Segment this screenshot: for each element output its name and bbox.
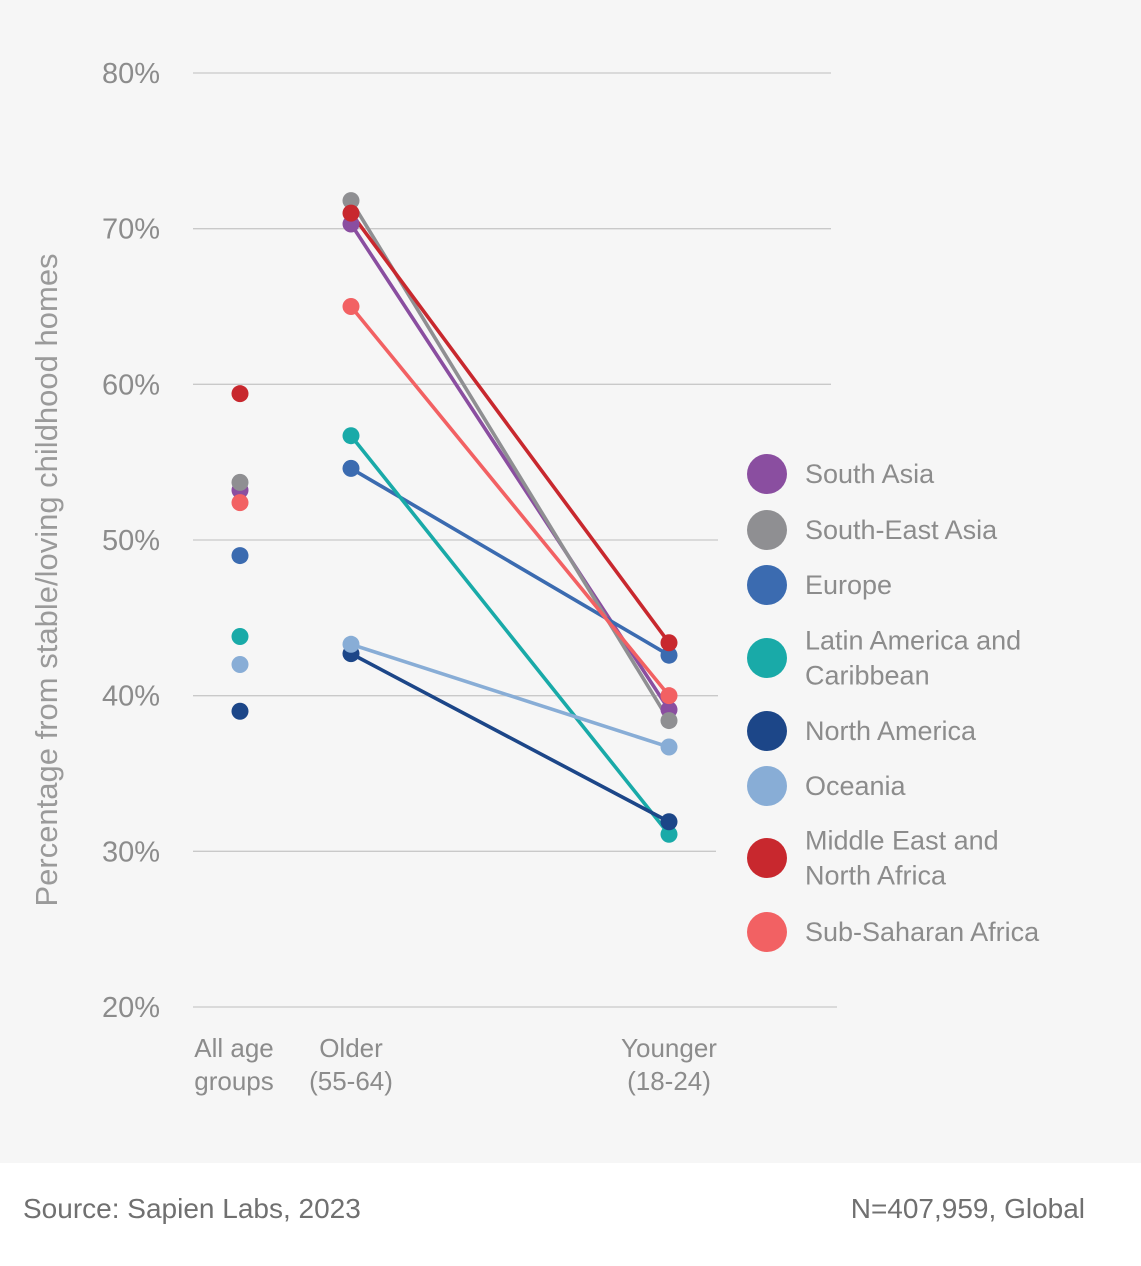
- y-tick-label: 70%: [102, 214, 160, 246]
- y-tick-label: 80%: [102, 58, 160, 90]
- legend: South Asia South-East Asia Europe Latin Ame…: [747, 454, 1040, 952]
- data-point: [660, 738, 678, 756]
- source-note: Source: Sapien Labs, 2023: [23, 1193, 361, 1224]
- legend-marker: [747, 912, 787, 952]
- data-point: [660, 712, 678, 730]
- chart-figure: 80% 70% 60% 50% 40% 30% 20% Percentage from st…: [29, 58, 1041, 1096]
- y-tick-label: 30%: [102, 836, 160, 868]
- data-point: [231, 628, 249, 646]
- legend-marker: [747, 565, 787, 605]
- legend-marker: [747, 510, 787, 550]
- y-axis-ticks: 80% 70% 60% 50% 40% 30% 20%: [102, 58, 160, 1024]
- y-tick-label: 40%: [102, 681, 160, 713]
- data-point: [231, 702, 249, 720]
- series-lines: [349, 198, 671, 837]
- sample-size-note: N=407,959, Global: [850, 1193, 1085, 1224]
- data-point: [342, 635, 360, 653]
- data-point: [660, 687, 678, 705]
- gridlines: [193, 72, 837, 1008]
- x-category-label: Older: [319, 1033, 383, 1063]
- data-point: [231, 547, 249, 565]
- y-axis-title-group: Percentage from stable/loving childhood …: [29, 253, 64, 906]
- x-category-label: groups: [194, 1066, 274, 1096]
- x-category-label: Younger: [621, 1033, 717, 1063]
- legend-marker: [747, 638, 787, 678]
- data-point: [342, 298, 360, 315]
- legend-marker: [747, 838, 787, 878]
- data-point: [660, 646, 678, 664]
- series-line: [349, 211, 671, 645]
- series-line: [349, 642, 671, 749]
- footer: Source: Sapien Labs, 2023 N=407,959, Glo…: [0, 1163, 1141, 1266]
- legend-label: Caribbean: [805, 661, 930, 691]
- legend-label: Middle East and: [805, 826, 999, 856]
- legend-label: South-East Asia: [805, 515, 998, 545]
- legend-marker: [747, 711, 787, 751]
- data-point: [342, 427, 360, 445]
- x-category-label: All age: [194, 1033, 274, 1063]
- series-line: [349, 651, 671, 824]
- line-chart: 80% 70% 60% 50% 40% 30% 20% Percentage from st…: [29, 58, 1040, 1096]
- legend-label: South Asia: [805, 459, 935, 489]
- y-axis-title: Percentage from stable/loving childhood …: [29, 253, 64, 906]
- data-point: [660, 634, 678, 652]
- series-line: [349, 433, 671, 837]
- y-tick-label: 60%: [102, 369, 160, 401]
- data-point: [231, 656, 249, 674]
- series-line: [349, 304, 671, 698]
- series-points: [231, 192, 678, 843]
- x-category-label: (18-24): [627, 1066, 711, 1096]
- legend-label: Europe: [805, 570, 892, 600]
- y-tick-label: 20%: [102, 992, 160, 1024]
- x-category-label: (55-64): [309, 1066, 393, 1096]
- legend-marker: [747, 454, 787, 494]
- legend-marker: [747, 766, 787, 806]
- data-point: [660, 825, 678, 843]
- data-point: [231, 494, 249, 512]
- legend-label: North Africa: [805, 861, 947, 891]
- legend-label: North America: [805, 716, 977, 746]
- data-point: [342, 459, 360, 477]
- data-point: [342, 204, 360, 222]
- data-point: [342, 192, 360, 210]
- y-tick-label: 50%: [102, 525, 160, 557]
- data-point: [231, 385, 249, 403]
- legend-label: Oceania: [805, 771, 907, 801]
- legend-label: Latin America and: [805, 626, 1021, 656]
- data-point: [660, 813, 678, 831]
- legend-label: Sub-Saharan Africa: [805, 917, 1040, 947]
- data-point: [231, 473, 249, 491]
